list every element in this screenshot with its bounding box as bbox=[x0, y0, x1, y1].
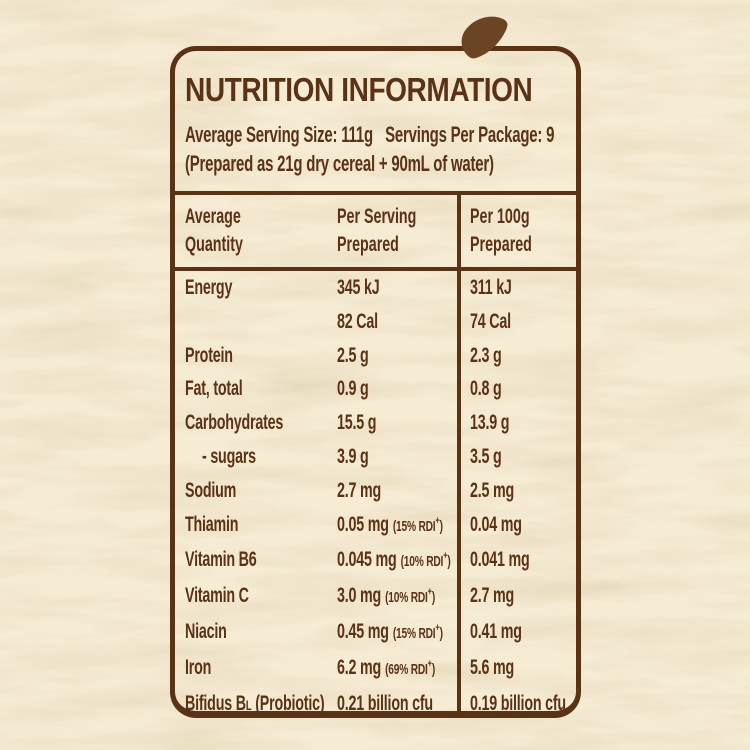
per-serving-value: 0.045 mg (10% RDI+) bbox=[337, 548, 451, 572]
column-header-average-quantity: Average Quantity bbox=[185, 205, 243, 256]
per-100g-value: 2.7 mg bbox=[470, 584, 515, 608]
header-rule bbox=[175, 267, 576, 271]
row-label: Fat, total bbox=[185, 377, 243, 401]
per-100g-value: 2.3 g bbox=[470, 343, 502, 367]
per-serving-value: 15.5 g bbox=[337, 411, 377, 435]
per-100g-value: 0.8 g bbox=[470, 377, 502, 401]
serving-info-line: Average Serving Size: 111g Servings Per … bbox=[185, 121, 554, 149]
leaf-icon bbox=[461, 16, 508, 59]
prepared-note: (Prepared as 21g dry cereal + 90mL of wa… bbox=[185, 151, 494, 176]
table-row: Niacin 0.45 mg (15% RDI+) 0.41 mg bbox=[175, 615, 576, 651]
nutrition-table: Average Quantity Per Serving Prepared Pe… bbox=[175, 191, 576, 715]
rdi-note: (15% RDI bbox=[392, 624, 436, 642]
row-label: Vitamin B6 bbox=[185, 548, 257, 572]
table-row: - sugars 3.9 g 3.5 g bbox=[175, 440, 576, 474]
page-title: NUTRITION INFORMATION bbox=[185, 71, 533, 108]
per-100g-value: 13.9 g bbox=[470, 411, 510, 435]
row-label: Iron bbox=[185, 655, 212, 679]
row-label: Thiamin bbox=[185, 512, 239, 536]
per-100g-value: 3.5 g bbox=[470, 444, 502, 468]
per-100g-value: 2.5 mg bbox=[470, 478, 515, 502]
table-row: Thiamin 0.05 mg (15% RDI+) 0.04 mg bbox=[175, 508, 576, 544]
table-row: Fat, total 0.9 g 0.8 g bbox=[175, 372, 576, 406]
per-100g-value: 0.041 mg bbox=[470, 548, 530, 572]
table-row: Vitamin B6 0.045 mg (10% RDI+) 0.041 mg bbox=[175, 543, 576, 579]
table-row: Vitamin C 3.0 mg (10% RDI+) 2.7 mg bbox=[175, 579, 576, 615]
rdi-note: (10% RDI bbox=[400, 553, 444, 571]
per-serving-value: 0.21 billion cfu bbox=[337, 691, 433, 715]
table-row: Protein 2.5 g 2.3 g bbox=[175, 339, 576, 373]
row-label: Sodium bbox=[185, 478, 237, 502]
per-100g-value: 0.04 mg bbox=[470, 512, 522, 536]
per-serving-value: 6.2 mg (69% RDI+) bbox=[337, 655, 436, 679]
table-row: Sodium 2.7 mg 2.5 mg bbox=[175, 474, 576, 508]
table-header-row: Average Quantity Per Serving Prepared Pe… bbox=[175, 195, 576, 267]
row-label: Carbohydrates bbox=[185, 411, 284, 435]
column-divider bbox=[457, 195, 461, 711]
row-label: Energy bbox=[185, 276, 233, 299]
per-serving-value: 3.9 g bbox=[337, 444, 369, 468]
rdi-note: (15% RDI bbox=[392, 517, 436, 535]
row-label: Protein bbox=[185, 343, 233, 367]
row-label: Niacin bbox=[185, 619, 227, 643]
per-serving-value: 0.45 mg (15% RDI+) bbox=[337, 619, 443, 643]
table-row: Carbohydrates 15.5 g 13.9 g bbox=[175, 406, 576, 440]
per-serving-value: 2.7 mg bbox=[337, 478, 382, 502]
per-100g-value: 0.41 mg bbox=[470, 619, 522, 643]
per-serving-value: 2.5 g bbox=[337, 343, 369, 367]
per-serving-value: 0.9 g bbox=[337, 377, 369, 401]
per-serving-value: 3.0 mg (10% RDI+) bbox=[337, 584, 436, 608]
row-label: Bifidus BL (Probiotic) bbox=[185, 691, 325, 715]
table-row: Iron 6.2 mg (69% RDI+) 5.6 mg bbox=[175, 651, 576, 687]
per-100g-value: 5.6 mg bbox=[470, 655, 515, 679]
per-100g-value: 0.19 billion cfu bbox=[470, 691, 566, 715]
rdi-note: (69% RDI bbox=[385, 660, 428, 678]
servings-per-package-text: Servings Per Package: 9 bbox=[385, 122, 555, 147]
per-100g-value: 311 kJ 74 Cal bbox=[470, 276, 512, 333]
serving-size-text: Average Serving Size: 111g bbox=[185, 122, 373, 147]
column-header-per-100g: Per 100g Prepared bbox=[470, 205, 532, 256]
table-row: Energy 345 kJ 82 Cal 311 kJ 74 Cal bbox=[175, 271, 576, 339]
column-header-per-serving: Per Serving Prepared bbox=[337, 205, 417, 256]
per-serving-value: 345 kJ 82 Cal bbox=[337, 276, 380, 333]
nutrition-label: NUTRITION INFORMATION Average Serving Si… bbox=[170, 46, 581, 718]
probiotic-subscript: L bbox=[245, 696, 252, 713]
rdi-note: (10% RDI bbox=[385, 589, 428, 607]
per-serving-value: 0.05 mg (15% RDI+) bbox=[337, 512, 443, 536]
row-label: Vitamin C bbox=[185, 584, 249, 608]
row-label: - sugars bbox=[202, 444, 256, 468]
table-row: Bifidus BL (Probiotic) 0.21 billion cfu … bbox=[175, 687, 576, 723]
